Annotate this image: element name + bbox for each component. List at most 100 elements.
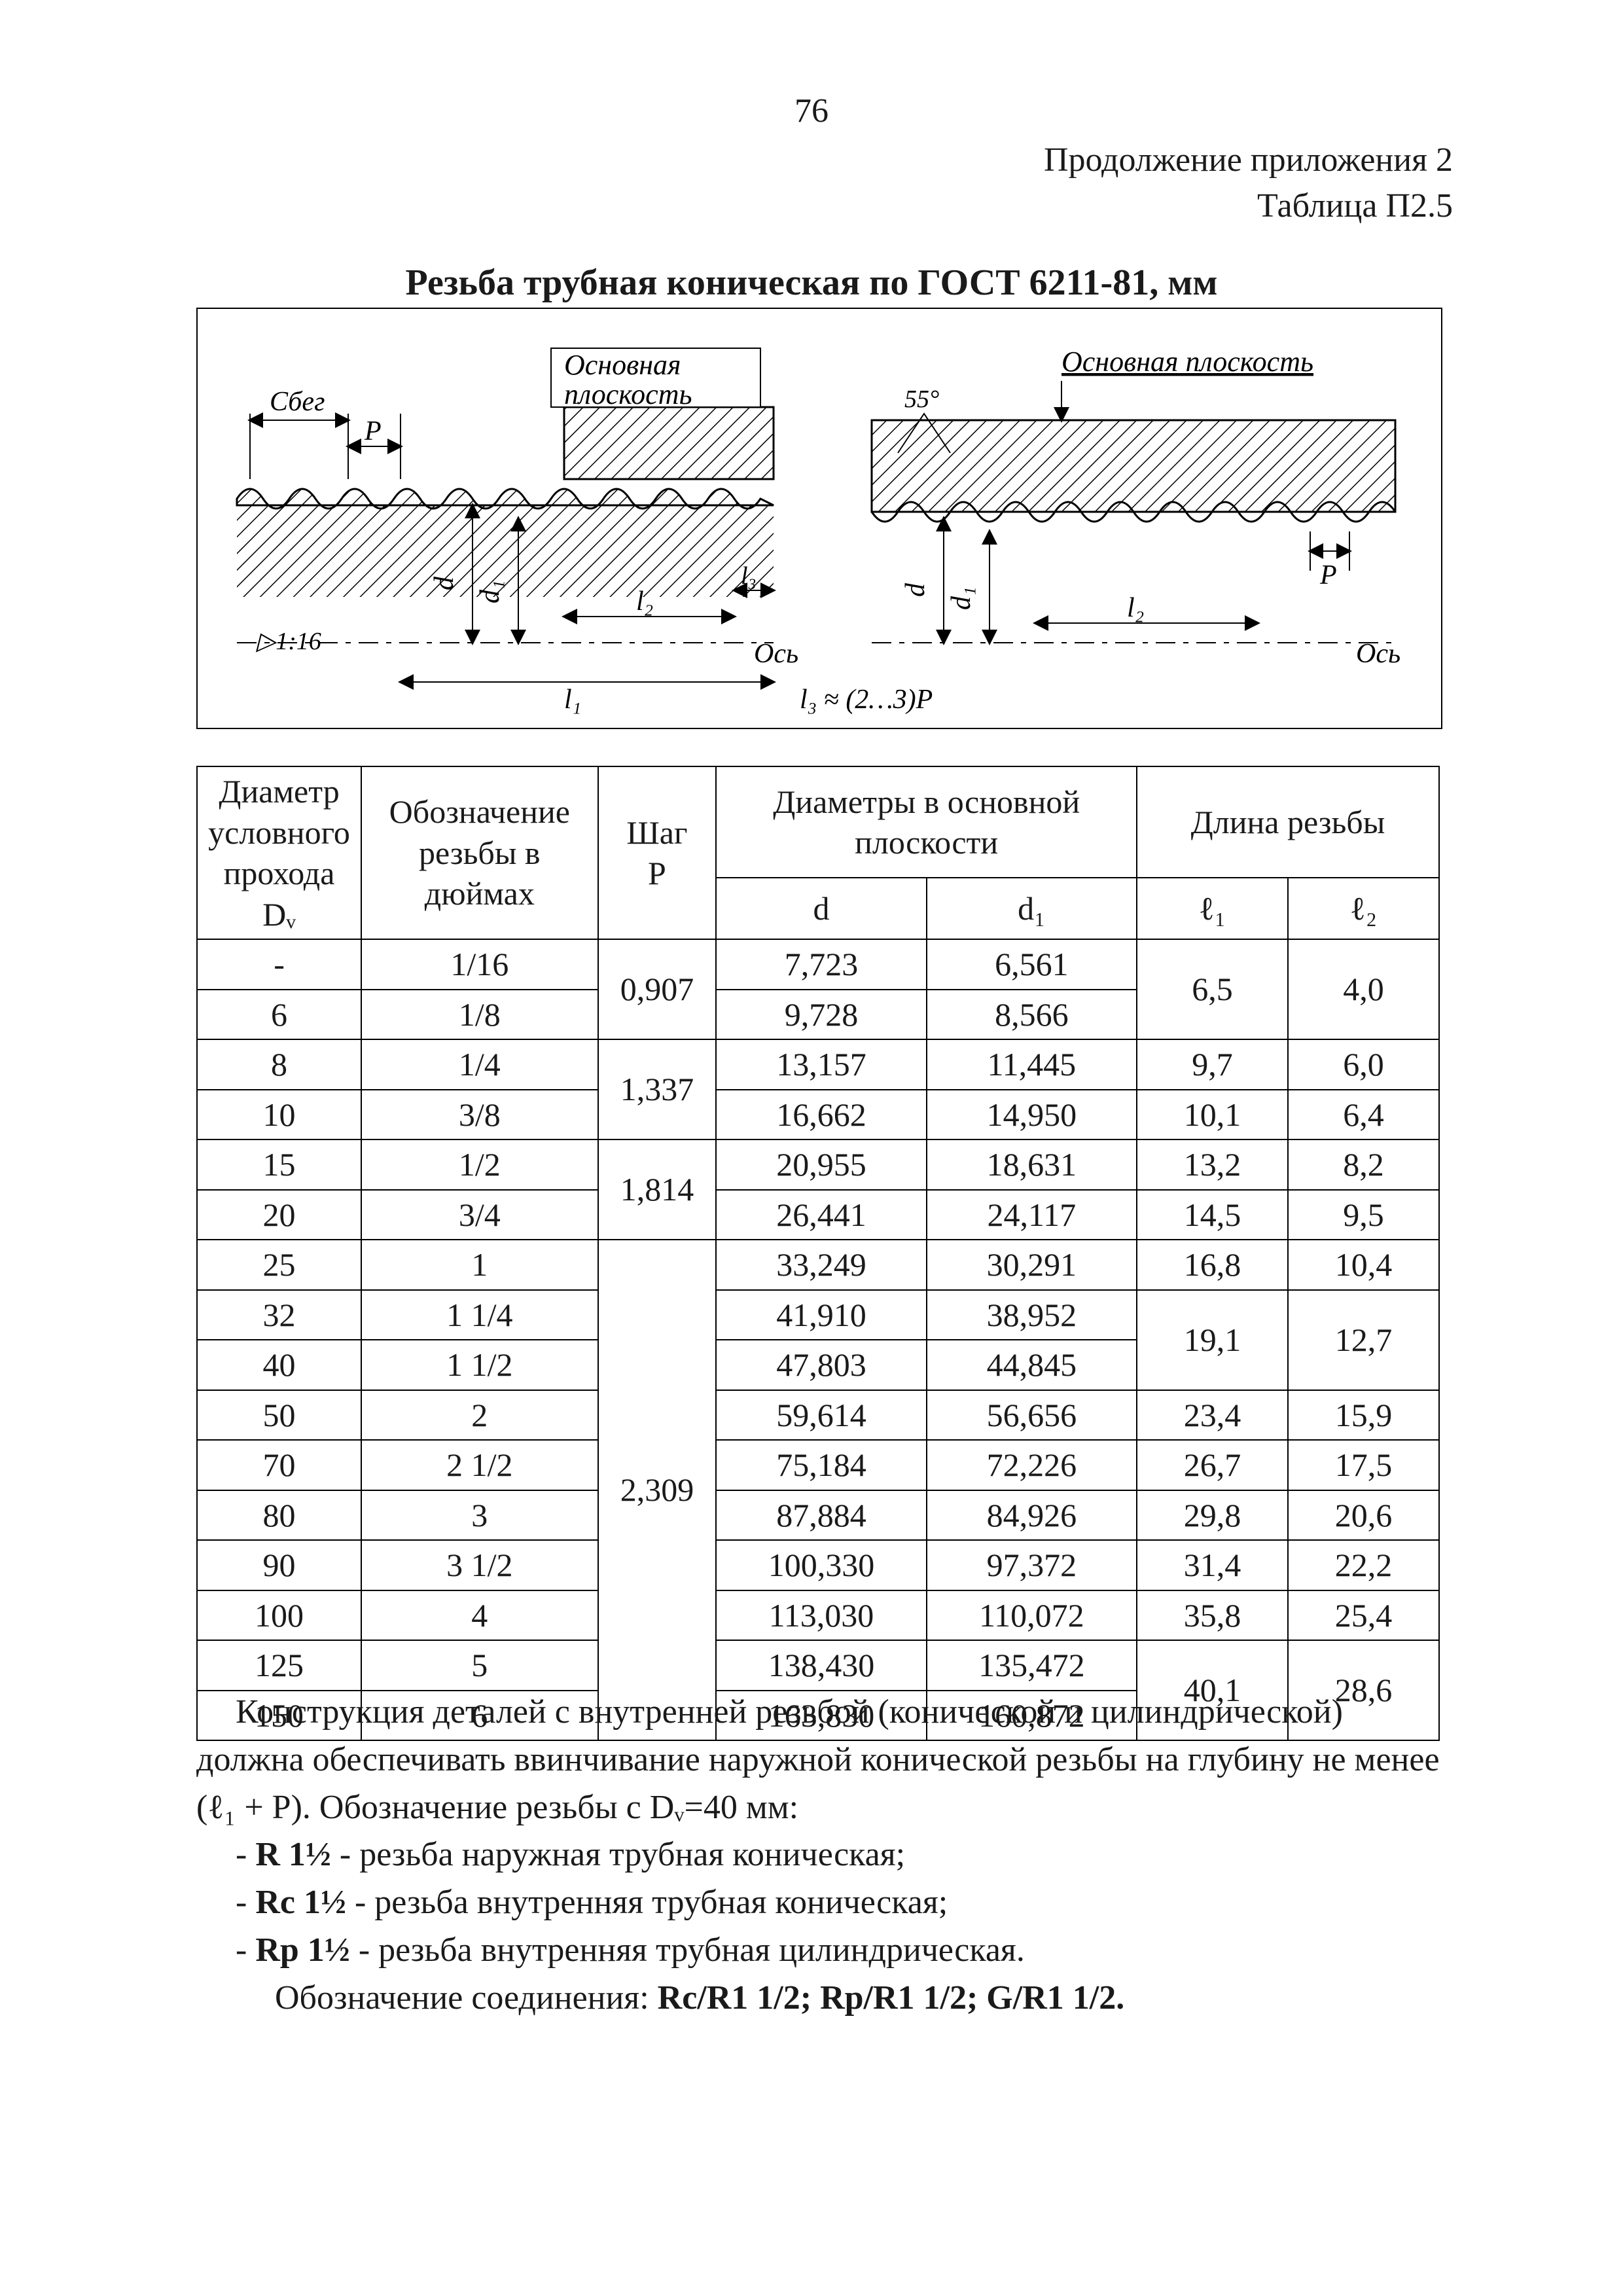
hdr-d: d (716, 878, 926, 939)
main-plane-right: Основная плоскость (1061, 346, 1313, 378)
notes-last-pre: Обозначение соединения: (275, 1979, 658, 2017)
cell-l1: 16,8 (1137, 1240, 1288, 1290)
table-row: 321 1/441,91038,95219,112,7 (197, 1290, 1439, 1340)
cell-p: 2,309 (598, 1240, 717, 1740)
table-title: Резьба трубная коническая по ГОСТ 6211-8… (0, 262, 1623, 304)
cell-name: 2 (361, 1390, 598, 1441)
cell-dy: 100 (197, 1590, 361, 1641)
cell-l2: 9,5 (1288, 1190, 1439, 1240)
table-row: 50259,61456,65623,415,9 (197, 1390, 1439, 1441)
p-label-left: P (364, 416, 382, 446)
cell-d: 9,728 (716, 990, 926, 1040)
notes-item3-text: - резьба внутренняя трубная цилиндрическ… (350, 1931, 1025, 1969)
cell-dy: 40 (197, 1340, 361, 1390)
cell-d: 33,249 (716, 1240, 926, 1290)
cell-name: 1 1/4 (361, 1290, 598, 1340)
main-plane-left-1: Основная (564, 349, 681, 381)
hdr-dy-text: Диаметр условного прохода (208, 773, 350, 891)
thread-table: Диаметр условного прохода Dᵥ Обозначение… (196, 766, 1440, 1741)
cell-l2: 4,0 (1288, 939, 1439, 1039)
table-row: -1/160,9077,7236,5616,54,0 (197, 939, 1439, 990)
cell-name: 3 (361, 1490, 598, 1541)
hdr-diam-group: Диаметры в основной плоскости (716, 766, 1137, 878)
l2-label-left: l₂ (636, 586, 653, 617)
cell-d: 100,330 (716, 1540, 926, 1590)
hdr-l2: ℓ₂ (1288, 878, 1439, 939)
cell-name: 4 (361, 1590, 598, 1641)
taper-label: ▷1:16 (255, 628, 321, 655)
cell-l1: 31,4 (1137, 1540, 1288, 1590)
cell-d1: 135,472 (927, 1640, 1137, 1691)
cell-l1: 10,1 (1137, 1090, 1288, 1140)
notes-item1-bold: R 1½ (255, 1836, 331, 1873)
notes-last: Обозначение соединения: Rс/R1 1/2; Rр/R1… (196, 1975, 1440, 2022)
notes-para: Конструкция деталей с внутренней резьбой… (196, 1689, 1440, 1831)
cell-d1: 11,445 (927, 1039, 1137, 1090)
notes-last-bold: Rс/R1 1/2; Rр/R1 1/2; G/R1 1/2. (658, 1979, 1125, 2017)
hdr-name: Обозначение резьбы в дюймах (361, 766, 598, 939)
axis-label-right: Ось (1356, 639, 1400, 669)
cell-name: 1/2 (361, 1139, 598, 1190)
cell-l2: 15,9 (1288, 1390, 1439, 1441)
table-row: 1255138,430135,47240,128,6 (197, 1640, 1439, 1691)
table-row: 151/21,81420,95518,63113,28,2 (197, 1139, 1439, 1190)
cell-dy: - (197, 939, 361, 990)
cell-dy: 125 (197, 1640, 361, 1691)
cell-l2: 8,2 (1288, 1139, 1439, 1190)
cell-dy: 50 (197, 1390, 361, 1441)
notes-item1-text: - резьба наружная трубная коническая; (331, 1836, 905, 1873)
cell-p: 0,907 (598, 939, 717, 1039)
cell-name: 3 1/2 (361, 1540, 598, 1590)
cell-d1: 44,845 (927, 1340, 1137, 1390)
d-label-right: d (901, 583, 931, 597)
cell-d1: 56,656 (927, 1390, 1137, 1441)
d1-label-left: d₁ (475, 580, 505, 603)
sbeg-label: Сбег (270, 387, 325, 417)
angle-label: 55° (904, 386, 939, 413)
hdr-p-sym: P (648, 855, 666, 891)
cell-l2: 10,4 (1288, 1240, 1439, 1290)
notes-item3-bold: Rр 1½ (255, 1931, 349, 1969)
axis-label-left: Ось (754, 639, 798, 669)
notes-block: Конструкция деталей с внутренней резьбой… (196, 1689, 1440, 2022)
cell-dy: 10 (197, 1090, 361, 1140)
cell-l1: 6,5 (1137, 939, 1288, 1039)
cell-d1: 24,117 (927, 1190, 1137, 1240)
cell-dy: 70 (197, 1440, 361, 1490)
cell-d1: 18,631 (927, 1139, 1137, 1190)
table-row: 2512,30933,24930,29116,810,4 (197, 1240, 1439, 1290)
cell-d: 47,803 (716, 1340, 926, 1390)
cell-p: 1,814 (598, 1139, 717, 1240)
cell-name: 1/4 (361, 1039, 598, 1090)
cell-l1: 29,8 (1137, 1490, 1288, 1541)
notes-item1: R 1½ - резьба наружная трубная коническа… (196, 1831, 1440, 1879)
hdr-d1: d₁ (927, 878, 1137, 939)
d1-label-right: d₁ (946, 586, 976, 610)
cell-d1: 8,566 (927, 990, 1137, 1040)
cell-name: 1 (361, 1240, 598, 1290)
cell-dy: 80 (197, 1490, 361, 1541)
page-number: 76 (0, 92, 1623, 130)
notes-item2-text: - резьба внутренняя трубная коническая; (346, 1884, 948, 1921)
table-row: 203/426,44124,11714,59,5 (197, 1190, 1439, 1240)
cell-name: 3/4 (361, 1190, 598, 1240)
main-plane-left-2: плоскость (564, 378, 692, 410)
cell-name: 1/8 (361, 990, 598, 1040)
hdr-p-text: Шаг (626, 814, 687, 851)
cell-d1: 14,950 (927, 1090, 1137, 1140)
table-row: 702 1/275,18472,22626,717,5 (197, 1440, 1439, 1490)
notes-item2: Rс 1½ - резьба внутренняя трубная кониче… (196, 1879, 1440, 1927)
thread-diagram: ▷1:16 Сбег P Основная плоскость d d₁ l₁ … (196, 308, 1442, 729)
cell-l1: 26,7 (1137, 1440, 1288, 1490)
hdr-len-group: Длина резьбы (1137, 766, 1439, 878)
hdr-p: Шаг P (598, 766, 717, 939)
cell-l2: 22,2 (1288, 1540, 1439, 1590)
cell-d: 138,430 (716, 1640, 926, 1691)
cell-d1: 97,372 (927, 1540, 1137, 1590)
l2-label-right: l₂ (1127, 593, 1144, 623)
l3-label: l₃ (741, 562, 757, 590)
cell-d: 75,184 (716, 1440, 926, 1490)
cell-dy: 20 (197, 1190, 361, 1240)
p-label-right: P (1319, 560, 1337, 590)
cell-d: 41,910 (716, 1290, 926, 1340)
